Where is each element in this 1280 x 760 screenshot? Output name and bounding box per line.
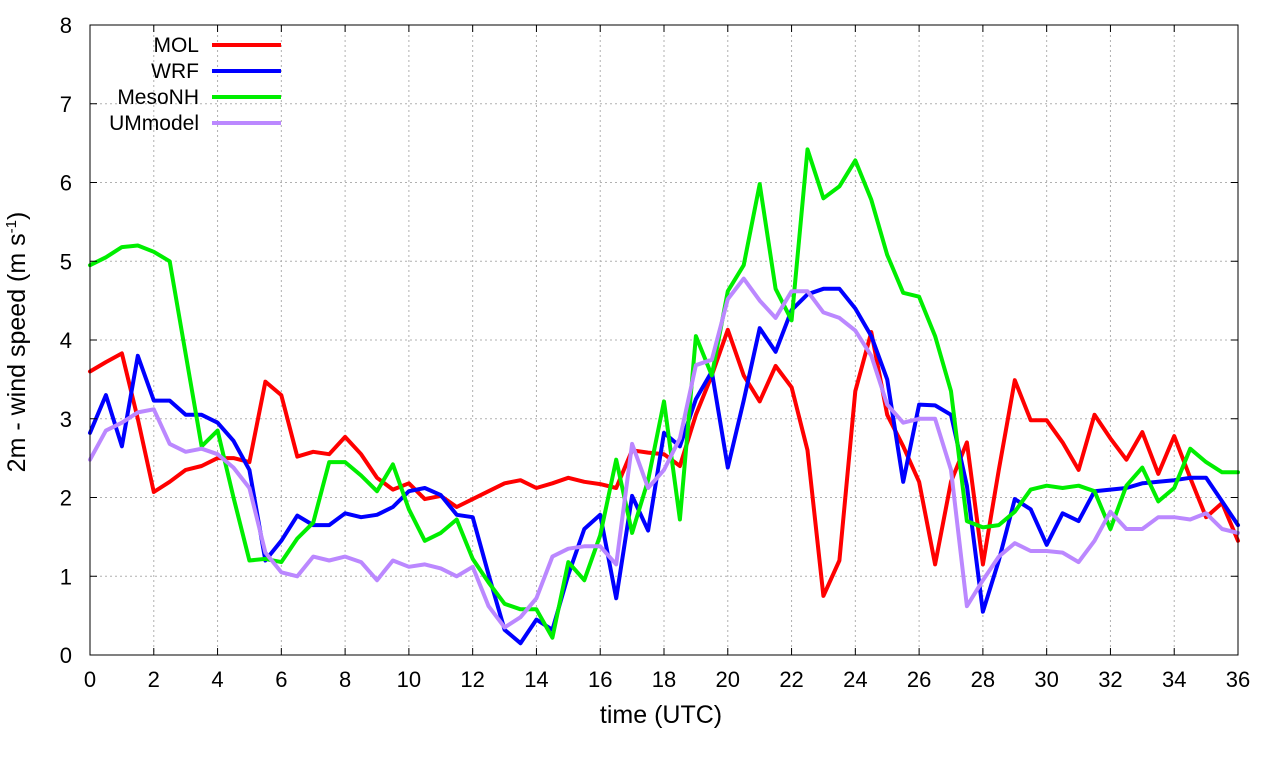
legend-label-ummodel: UMmodel — [109, 112, 199, 135]
y-axis-label: 2m - wind speed (m s-1) — [3, 212, 31, 473]
y-tick-label: 2 — [60, 486, 72, 511]
y-tick-label: 3 — [60, 407, 72, 432]
y-tick-label: 5 — [60, 249, 72, 274]
x-tick-label: 34 — [1162, 667, 1186, 692]
y-axis-label-superscript: -1 — [3, 220, 20, 233]
x-tick-label: 6 — [275, 667, 287, 692]
y-axis-label-main: 2m - wind speed (m s — [3, 233, 31, 472]
x-tick-label: 22 — [779, 667, 803, 692]
y-tick-label: 1 — [60, 564, 72, 589]
x-tick-label: 18 — [652, 667, 676, 692]
x-tick-label: 26 — [907, 667, 931, 692]
y-tick-label: 0 — [60, 643, 72, 668]
x-tick-label: 24 — [843, 667, 867, 692]
x-tick-label: 14 — [524, 667, 548, 692]
x-tick-label: 16 — [588, 667, 612, 692]
x-tick-label: 36 — [1226, 667, 1250, 692]
x-tick-label: 2 — [148, 667, 160, 692]
x-tick-label: 10 — [397, 667, 421, 692]
y-tick-labels: 0 1 2 3 4 5 6 7 8 — [60, 13, 72, 668]
y-tick-label: 4 — [60, 328, 72, 353]
y-tick-label: 7 — [60, 92, 72, 117]
x-tick-label: 32 — [1098, 667, 1122, 692]
series-line-wrf — [88, 286, 1240, 646]
legend-label-mol: MOL — [153, 34, 199, 57]
x-tick-label: 12 — [460, 667, 484, 692]
axis-ticks — [89, 24, 1239, 656]
x-tick-labels: 0 2 4 6 8 10 12 14 16 18 20 22 24 26 28 30 32 34 36 — [84, 667, 1250, 692]
x-tick-label: 30 — [1034, 667, 1058, 692]
legend: MOL WRF MesoNH UMmodel — [109, 34, 281, 135]
legend-label-wrf: WRF — [151, 60, 199, 83]
x-tick-label: 20 — [716, 667, 740, 692]
series-line-mol — [88, 327, 1240, 598]
series-line-mesonh — [88, 147, 1240, 640]
legend-label-mesonh: MesoNH — [117, 86, 199, 109]
y-tick-label: 6 — [60, 171, 72, 196]
y-axis-label-close: ) — [3, 212, 31, 220]
x-tick-label: 4 — [211, 667, 223, 692]
series-line-ummodel — [88, 276, 1240, 630]
x-axis-label: time (UTC) — [600, 701, 722, 729]
x-tick-label: 8 — [339, 667, 351, 692]
series-lines — [88, 147, 1240, 646]
y-tick-label: 8 — [60, 13, 72, 38]
x-tick-label: 28 — [971, 667, 995, 692]
x-tick-label: 0 — [84, 667, 96, 692]
